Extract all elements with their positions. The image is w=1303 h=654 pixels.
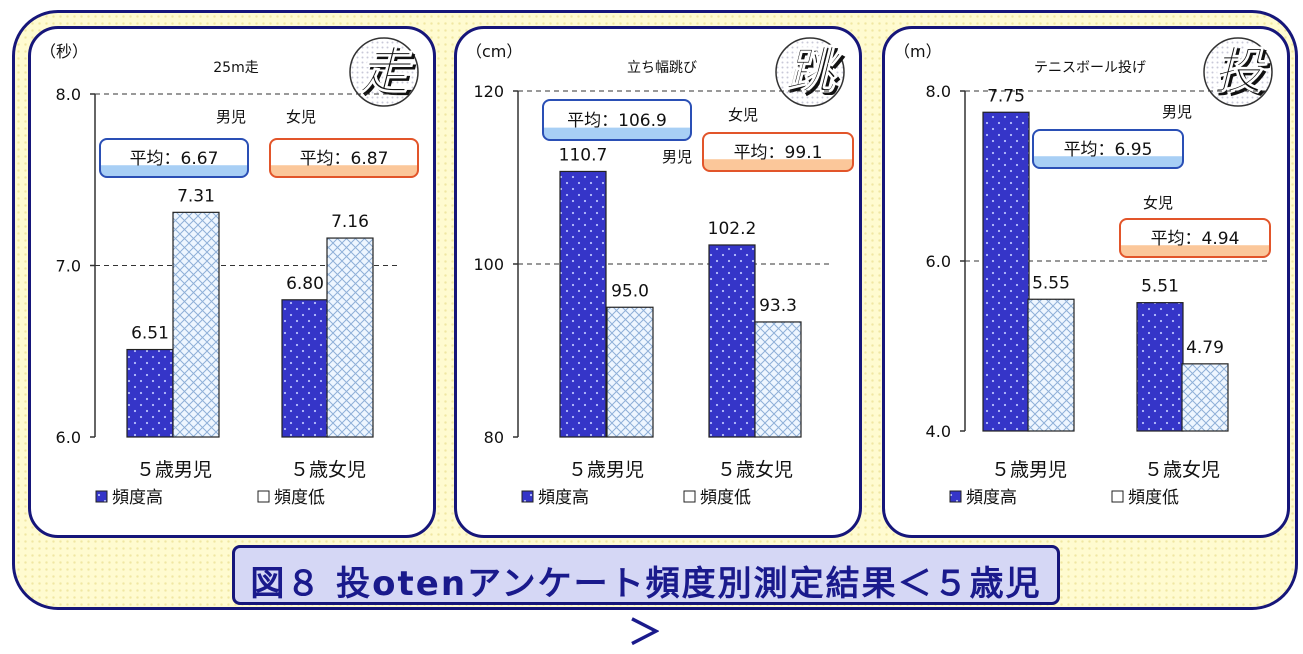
- emblem-char: 投: [1213, 42, 1268, 100]
- x-category-label: ５歳女児: [717, 459, 793, 481]
- average-box-girls: [269, 138, 419, 178]
- figure-caption: 図８ 投otenアンケート頻度別測定結果＜５歳児＞: [232, 545, 1060, 653]
- emblem-shadow: 走: [361, 45, 417, 103]
- y-tick-label: 4.0: [926, 422, 951, 441]
- group-label-boys: 男児: [1162, 103, 1192, 121]
- data-label: 5.55: [1032, 273, 1070, 293]
- legend-label-low: 頻度低: [274, 488, 325, 508]
- x-category-label: ５歳男児: [568, 459, 644, 481]
- x-category-label: ５歳女児: [290, 459, 366, 481]
- y-axis-unit-label: （m）: [894, 42, 942, 61]
- data-label: 102.2: [708, 219, 757, 239]
- group-label-boys: 男児: [662, 148, 692, 166]
- average-text-girls: 平均：99.1: [734, 143, 823, 163]
- group-label-boys: 男児: [216, 108, 246, 126]
- legend-swatch-low: [257, 490, 270, 503]
- legend-swatch-low: [1111, 490, 1124, 503]
- y-tick-label: 7.0: [56, 257, 81, 276]
- data-label: 7.16: [331, 212, 369, 232]
- average-text-boys: 平均：6.95: [1064, 140, 1153, 160]
- legend-swatch-low: [683, 490, 696, 503]
- data-label: 93.3: [759, 296, 797, 316]
- data-label: 5.51: [1141, 277, 1179, 297]
- emblem-circle: [1203, 37, 1273, 107]
- emblem-shadow: 跳: [788, 45, 846, 103]
- bar-low-frequency: [754, 321, 802, 438]
- average-text-girls: 平均：4.94: [1151, 229, 1240, 249]
- data-label: 7.75: [987, 86, 1025, 106]
- group-label-girls: 女児: [728, 106, 758, 124]
- bar-high-frequency: [559, 170, 607, 438]
- chart-panel-throw: [882, 26, 1290, 538]
- x-category-label: ５歳男児: [991, 459, 1067, 481]
- bar-high-frequency: [1136, 302, 1184, 432]
- x-category-label: ５歳男児: [136, 459, 212, 481]
- average-box-boys: [99, 138, 249, 178]
- chart-title: 立ち幅跳び: [627, 60, 697, 76]
- legend-swatch-high: [949, 490, 962, 503]
- emblem-char: 走: [358, 42, 414, 100]
- bar-high-frequency: [281, 299, 329, 438]
- data-label: 6.80: [286, 274, 324, 294]
- average-box-girls: [702, 132, 854, 172]
- emblem-circle: [349, 37, 419, 107]
- bar-low-frequency: [172, 211, 220, 438]
- bar-high-frequency: [982, 111, 1030, 432]
- legend-label-low: 頻度低: [1128, 488, 1179, 508]
- y-tick-label: 120: [473, 82, 504, 101]
- y-tick-label: 80: [484, 428, 504, 447]
- bar-low-frequency: [606, 306, 654, 438]
- legend-swatch-high: [95, 490, 108, 503]
- chart-title: テニスボール投げ: [1034, 60, 1146, 76]
- data-label: 110.7: [559, 145, 608, 165]
- figure-caption-text: 図８ 投otenアンケート頻度別測定結果＜５歳児＞: [250, 564, 1042, 653]
- emblem-char: 跳: [785, 42, 843, 100]
- x-category-label: ５歳女児: [1144, 459, 1220, 481]
- average-box-boys: [1032, 129, 1184, 169]
- bar-low-frequency: [1181, 363, 1229, 432]
- legend-label-high: 頻度高: [112, 488, 163, 508]
- average-box-girls: [1119, 218, 1271, 258]
- average-text-boys: 平均：106.9: [567, 111, 667, 131]
- legend-swatch-high: [521, 490, 534, 503]
- data-label: 7.31: [177, 186, 215, 206]
- data-label: 6.51: [131, 324, 169, 344]
- bar-high-frequency: [126, 348, 174, 438]
- y-axis-unit-label: （秒）: [40, 42, 88, 61]
- legend-label-high: 頻度高: [538, 488, 589, 508]
- y-tick-label: 6.0: [926, 252, 951, 271]
- average-text-girls: 平均：6.87: [300, 149, 389, 169]
- bar-low-frequency: [1027, 298, 1075, 432]
- bar-high-frequency: [708, 244, 756, 438]
- y-axis-unit-label: （cm）: [466, 42, 522, 61]
- y-tick-label: 8.0: [926, 82, 951, 101]
- emblem-circle: [775, 37, 845, 107]
- legend-label-low: 頻度低: [700, 488, 751, 508]
- emblem-shadow: 投: [1216, 45, 1271, 103]
- data-label: 95.0: [611, 281, 649, 301]
- y-tick-label: 100: [473, 255, 504, 274]
- bar-low-frequency: [326, 237, 374, 438]
- group-label-girls: 女児: [1143, 194, 1173, 212]
- chart-title: 25m走: [213, 60, 258, 76]
- legend-label-high: 頻度高: [966, 488, 1017, 508]
- y-tick-label: 8.0: [56, 85, 81, 104]
- average-box-boys: [542, 99, 692, 141]
- average-text-boys: 平均：6.67: [130, 149, 219, 169]
- data-label: 4.79: [1186, 338, 1224, 358]
- group-label-girls: 女児: [286, 108, 316, 126]
- y-tick-label: 6.0: [56, 428, 81, 447]
